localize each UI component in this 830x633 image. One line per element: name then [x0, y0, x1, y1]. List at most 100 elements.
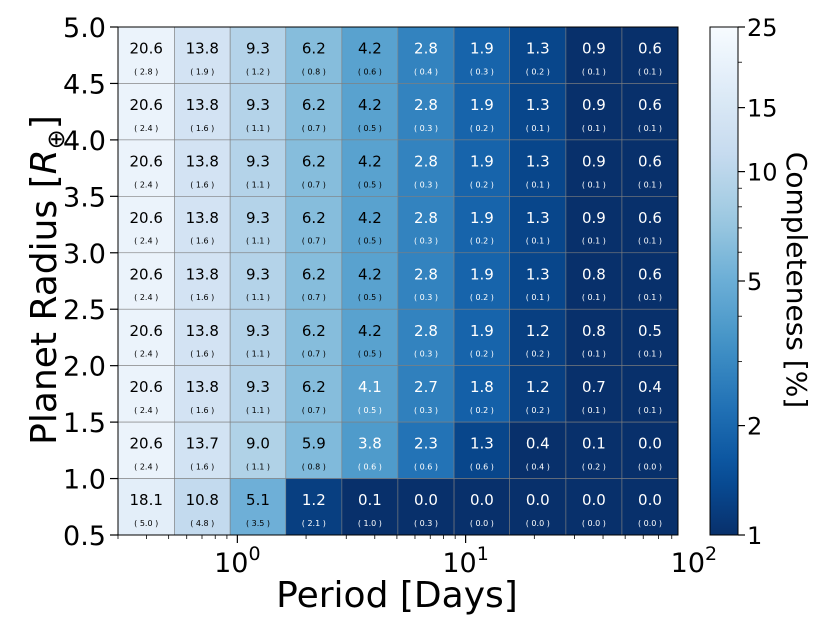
cell-value-label: 0.0	[638, 491, 662, 509]
cell-error-label: ( 2.4 )	[134, 180, 158, 189]
cell-value-label: 20.6	[130, 209, 163, 227]
y-tick-label: 2.0	[63, 352, 106, 383]
cell-value-label: 4.2	[358, 209, 382, 227]
cell-value-label: 5.9	[302, 435, 326, 453]
cell-value-label: 0.0	[470, 491, 494, 509]
y-tick-label: 5.0	[63, 13, 106, 44]
cell-error-label: ( 0.0 )	[582, 519, 606, 528]
heatmap-cell	[565, 196, 623, 254]
cell-error-label: ( 0.1 )	[582, 293, 606, 302]
x-tick-label: 101	[442, 543, 488, 579]
cell-error-label: ( 0.1 )	[638, 237, 662, 246]
x-tick-label: 102	[671, 543, 717, 579]
cell-value-label: 0.4	[526, 435, 550, 453]
x-tick-label: 100	[214, 543, 260, 579]
cell-value-label: 18.1	[130, 491, 163, 509]
cell-value-label: 20.6	[130, 152, 163, 170]
y-tick-label: 3.5	[63, 182, 106, 213]
cell-error-label: ( 1.1 )	[246, 463, 270, 472]
cell-value-label: 1.9	[470, 96, 494, 114]
cell-error-label: ( 0.8 )	[302, 463, 326, 472]
cell-value-label: 4.2	[358, 322, 382, 340]
cell-error-label: ( 0.2 )	[470, 406, 494, 415]
heatmap-cell	[509, 196, 567, 254]
cell-value-label: 2.8	[414, 209, 438, 227]
heatmap-cells: 20.6 ( 2.8 ) 13.8 ( 1.9 ) 9.3 ( 1.2 ) 6.2 ( 0.8…	[117, 26, 679, 536]
cell-error-label: ( 2.4 )	[134, 293, 158, 302]
cell-error-label: ( 0.2 )	[470, 350, 494, 359]
cell-value-label: 6.2	[302, 378, 326, 396]
cell-value-label: 0.9	[582, 209, 606, 227]
cell-error-label: ( 0.5 )	[358, 350, 382, 359]
heatmap-cell	[565, 421, 623, 479]
cell-value-label: 9.3	[246, 96, 270, 114]
y-tick-label: 1.0	[63, 465, 106, 496]
heatmap-cell	[509, 478, 567, 536]
cell-value-label: 0.9	[582, 96, 606, 114]
cell-error-label: ( 2.1 )	[302, 519, 326, 528]
cell-error-label: ( 3.5 )	[246, 519, 270, 528]
cell-error-label: ( 0.3 )	[414, 350, 438, 359]
cell-value-label: 1.2	[526, 322, 550, 340]
heatmap-cell	[285, 26, 343, 84]
cell-value-label: 13.8	[186, 152, 219, 170]
cell-error-label: ( 0.1 )	[582, 67, 606, 76]
cell-value-label: 0.7	[582, 378, 606, 396]
heatmap-cell	[397, 83, 455, 141]
cell-value-label: 2.3	[414, 435, 438, 453]
cell-error-label: ( 0.6 )	[414, 463, 438, 472]
cell-error-label: ( 0.0 )	[470, 519, 494, 528]
cell-error-label: ( 0.4 )	[526, 463, 550, 472]
heatmap-cell	[341, 196, 399, 254]
cell-value-label: 0.0	[582, 491, 606, 509]
cell-value-label: 1.3	[526, 152, 550, 170]
cell-value-label: 0.4	[638, 378, 662, 396]
cell-value-label: 0.6	[638, 40, 662, 58]
cell-error-label: ( 0.6 )	[358, 67, 382, 76]
cell-error-label: ( 2.4 )	[134, 350, 158, 359]
cell-value-label: 0.6	[638, 209, 662, 227]
heatmap-cell	[509, 26, 567, 84]
cell-value-label: 0.8	[582, 265, 606, 283]
cell-error-label: ( 0.1 )	[638, 293, 662, 302]
cell-error-label: ( 0.7 )	[302, 124, 326, 133]
heatmap-cell	[285, 421, 343, 479]
cell-value-label: 2.8	[414, 152, 438, 170]
cell-error-label: ( 0.2 )	[470, 180, 494, 189]
cell-error-label: ( 1.6 )	[190, 406, 214, 415]
heatmap-cell	[174, 252, 231, 310]
heatmap-cell	[397, 365, 455, 423]
y-tick-label: 0.5	[63, 521, 106, 552]
cell-value-label: 1.9	[470, 322, 494, 340]
heatmap-cell	[453, 308, 510, 366]
cell-error-label: ( 0.7 )	[302, 350, 326, 359]
cell-value-label: 20.6	[130, 378, 163, 396]
y-tick-label: 3.0	[63, 239, 106, 270]
heatmap-cell	[229, 478, 287, 536]
cell-value-label: 13.8	[186, 378, 219, 396]
heatmap-cell	[453, 139, 510, 197]
cell-value-label: 6.2	[302, 96, 326, 114]
cell-value-label: 4.1	[358, 378, 382, 396]
heatmap-cell	[229, 421, 287, 479]
cell-value-label: 1.8	[470, 378, 494, 396]
cell-error-label: ( 0.1 )	[638, 67, 662, 76]
cell-value-label: 20.6	[130, 265, 163, 283]
cell-error-label: ( 2.8 )	[134, 67, 158, 76]
heatmap-cell	[453, 196, 510, 254]
cell-error-label: ( 0.3 )	[414, 406, 438, 415]
cell-error-label: ( 0.0 )	[638, 519, 662, 528]
x-axis: 100 101 102	[117, 535, 717, 579]
heatmap-cell	[565, 365, 623, 423]
cell-error-label: ( 1.1 )	[246, 350, 270, 359]
cell-error-label: ( 0.1 )	[526, 124, 550, 133]
cell-error-label: ( 0.1 )	[582, 406, 606, 415]
heatmap-cell	[621, 26, 679, 84]
heatmap-cell	[229, 252, 287, 310]
cell-value-label: 2.8	[414, 322, 438, 340]
heatmap-cell	[341, 83, 399, 141]
cell-error-label: ( 0.2 )	[582, 463, 606, 472]
y-tick-label: 1.5	[63, 408, 106, 439]
heatmap-cell	[397, 421, 455, 479]
